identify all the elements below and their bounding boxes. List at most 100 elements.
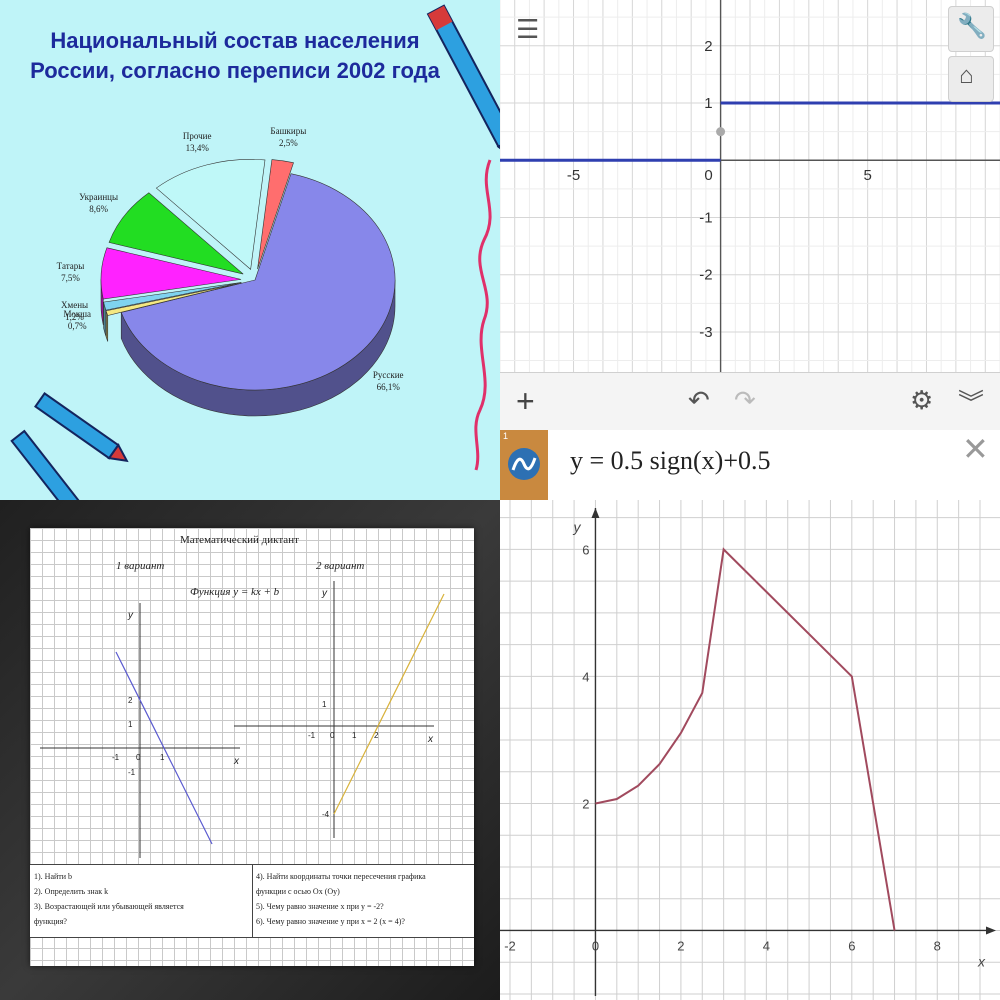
- x-tick-label: 2: [677, 938, 684, 953]
- ws-x-tick: -1: [112, 753, 120, 762]
- ws-x-tick: 1: [160, 753, 165, 762]
- y-tick-label: 4: [582, 669, 589, 684]
- tasks-box: 1). Найти b 2). Определить знак k 3). Возр…: [30, 864, 474, 938]
- home-icon: ⌂: [959, 62, 974, 89]
- y-tick-label: 2: [582, 796, 589, 811]
- ws-x-tick: 1: [352, 731, 357, 740]
- expression-index: 1: [500, 430, 548, 500]
- pen-decoration-icon: [10, 4, 500, 500]
- y-tick-label: -3: [699, 324, 712, 341]
- expression-toolbar: + ↶ ↷ ⚙ ︾: [500, 372, 1000, 432]
- undo-icon[interactable]: ↶: [688, 385, 710, 415]
- y-tick-label: 1: [704, 95, 712, 112]
- home-button[interactable]: ⌂: [948, 56, 994, 102]
- redo-icon[interactable]: ↷: [734, 385, 756, 415]
- x-tick-label: 0: [704, 167, 712, 184]
- ws-x-label: x: [233, 756, 240, 767]
- task-item: 6). Чему равно значение y при x = 2 (x =…: [256, 917, 405, 926]
- pie-slice-label: Хмены 1,2%: [45, 299, 105, 323]
- pie-slice-value: 1,2%: [65, 312, 84, 323]
- ws-y-tick: -4: [322, 810, 330, 819]
- pie-slice-name: Украинцы: [79, 191, 119, 202]
- pie-slice-label: Мокша 0,7%: [47, 308, 107, 332]
- menu-button[interactable]: ☰: [512, 14, 546, 48]
- pie-slice-name: Русские: [372, 369, 404, 380]
- ws-y-label: y: [321, 588, 328, 599]
- y-tick-label: -2: [699, 267, 712, 284]
- x-tick-label: 6: [848, 938, 855, 953]
- desmos-panel: -5 0 5 2 1 -1 -2 -3 ☰ 🔧 ⌂ + ↶ ↷ ⚙ ︾ 1 y = 0.5 s…: [500, 0, 1000, 500]
- ws-y-tick: 1: [128, 720, 133, 729]
- pie-slice-value: 8,6%: [89, 203, 108, 214]
- pie-chart-title: Национальный состав населения России, со…: [30, 28, 440, 83]
- pie-slice-value: 2,5%: [278, 138, 298, 149]
- pie-slice-Украинцы: [108, 192, 244, 275]
- task-item: 4). Найти координаты точки пересечения г…: [256, 872, 426, 881]
- pie-slice-Мокша: [105, 282, 242, 316]
- ws-y-label: y: [127, 610, 134, 621]
- delete-expression-icon[interactable]: ✕: [962, 431, 989, 467]
- ws-x-tick: 2: [374, 731, 379, 740]
- graph-point: [716, 127, 726, 137]
- x-tick-label: 5: [863, 167, 871, 184]
- task-item: 5). Чему равно значение x при y = -2?: [256, 902, 384, 911]
- y-axis-arrow: [591, 508, 600, 518]
- ws-x-tick: 0: [136, 753, 141, 762]
- ws-y-tick: -1: [128, 768, 136, 777]
- x-tick-label: -2: [504, 938, 516, 953]
- worksheet-panel: Математический диктант 1 вариант 2 вариа…: [0, 500, 500, 1000]
- pie-slice-name: Прочие: [182, 131, 212, 142]
- task-item: функции с осью Ох (Оу): [256, 887, 340, 896]
- task-item: 1). Найти b: [34, 872, 73, 881]
- x-tick-label: -5: [567, 167, 580, 184]
- variant-2-label: 2 вариант: [316, 560, 365, 572]
- piecewise-graph-panel: -2 0 2 4 6 8 2 4 6 x y: [500, 500, 1000, 1000]
- piecewise-graph: -2 0 2 4 6 8 2 4 6 x y: [500, 500, 1000, 1000]
- pie-slice-value: 0,7%: [67, 320, 87, 331]
- x-axis-label: x: [977, 953, 986, 969]
- variant-1-label: 1 вариант: [116, 560, 165, 572]
- tasks-left: 1). Найти b 2). Определить знак k 3). Возр…: [34, 869, 248, 929]
- ws-y-tick: 1: [322, 700, 327, 709]
- pie-slice-name: Татары: [56, 260, 85, 271]
- pie-slice-Хмены: [103, 282, 242, 311]
- add-expression-button[interactable]: +: [516, 383, 535, 419]
- pie-slice-value: 13,4%: [185, 143, 209, 154]
- tasks-divider: [252, 865, 253, 937]
- ws-x-label: x: [427, 734, 434, 745]
- pie-slice-label: Украинцы 8,6%: [69, 191, 129, 215]
- y-tick-label: 6: [582, 542, 589, 557]
- pie-slice-name: Хмены: [61, 300, 89, 311]
- expression-row[interactable]: 1 y = 0.5 sign(x)+0.5 ✕: [500, 430, 1000, 500]
- worksheet-graphs: xy-1 0 121-1xy-1 0 1 21-4: [40, 581, 445, 858]
- collapse-chevron-icon[interactable]: ︾: [958, 388, 985, 418]
- x-tick-label: 4: [763, 938, 770, 953]
- wrench-icon: 🔧: [957, 13, 987, 40]
- pie-slice-Башкиры: [257, 159, 294, 270]
- graph-wave-icon: [508, 448, 540, 480]
- pie-slice-name: Мокша: [63, 308, 92, 319]
- graph-curve: [595, 547, 896, 931]
- ws-x-tick: 0: [330, 731, 335, 740]
- settings-wrench-button[interactable]: 🔧: [948, 6, 994, 52]
- task-item: 2). Определить знак k: [34, 887, 109, 896]
- ws-line-1: [115, 651, 213, 845]
- x-tick-label: 8: [934, 938, 941, 953]
- desmos-graph[interactable]: -5 0 5 2 1 -1 -2 -3: [500, 0, 1000, 372]
- pie-slice-Русские: [120, 173, 396, 391]
- worksheet-sheet: Математический диктант 1 вариант 2 вариа…: [30, 528, 474, 966]
- ws-x-tick: -1: [308, 731, 316, 740]
- expression-formula[interactable]: y = 0.5 sign(x)+0.5: [570, 446, 771, 475]
- y-tick-label: -1: [699, 209, 712, 226]
- x-axis-arrow: [986, 926, 996, 935]
- pie-slice-label: Прочие 13,4%: [167, 130, 227, 154]
- pie-slice-Татары: [100, 247, 242, 300]
- pie-slice-name: Башкиры: [270, 126, 307, 137]
- task-item: функция?: [34, 917, 67, 926]
- pie-slice-label: Русские 66,1%: [358, 369, 418, 393]
- x-tick-label: 0: [592, 938, 599, 953]
- tasks-right: 4). Найти координаты точки пересечения г…: [256, 869, 470, 929]
- worksheet-subtitle: Функция y = kx + b: [190, 586, 280, 598]
- gear-icon[interactable]: ⚙: [910, 385, 934, 415]
- hamburger-icon: ☰: [516, 14, 540, 44]
